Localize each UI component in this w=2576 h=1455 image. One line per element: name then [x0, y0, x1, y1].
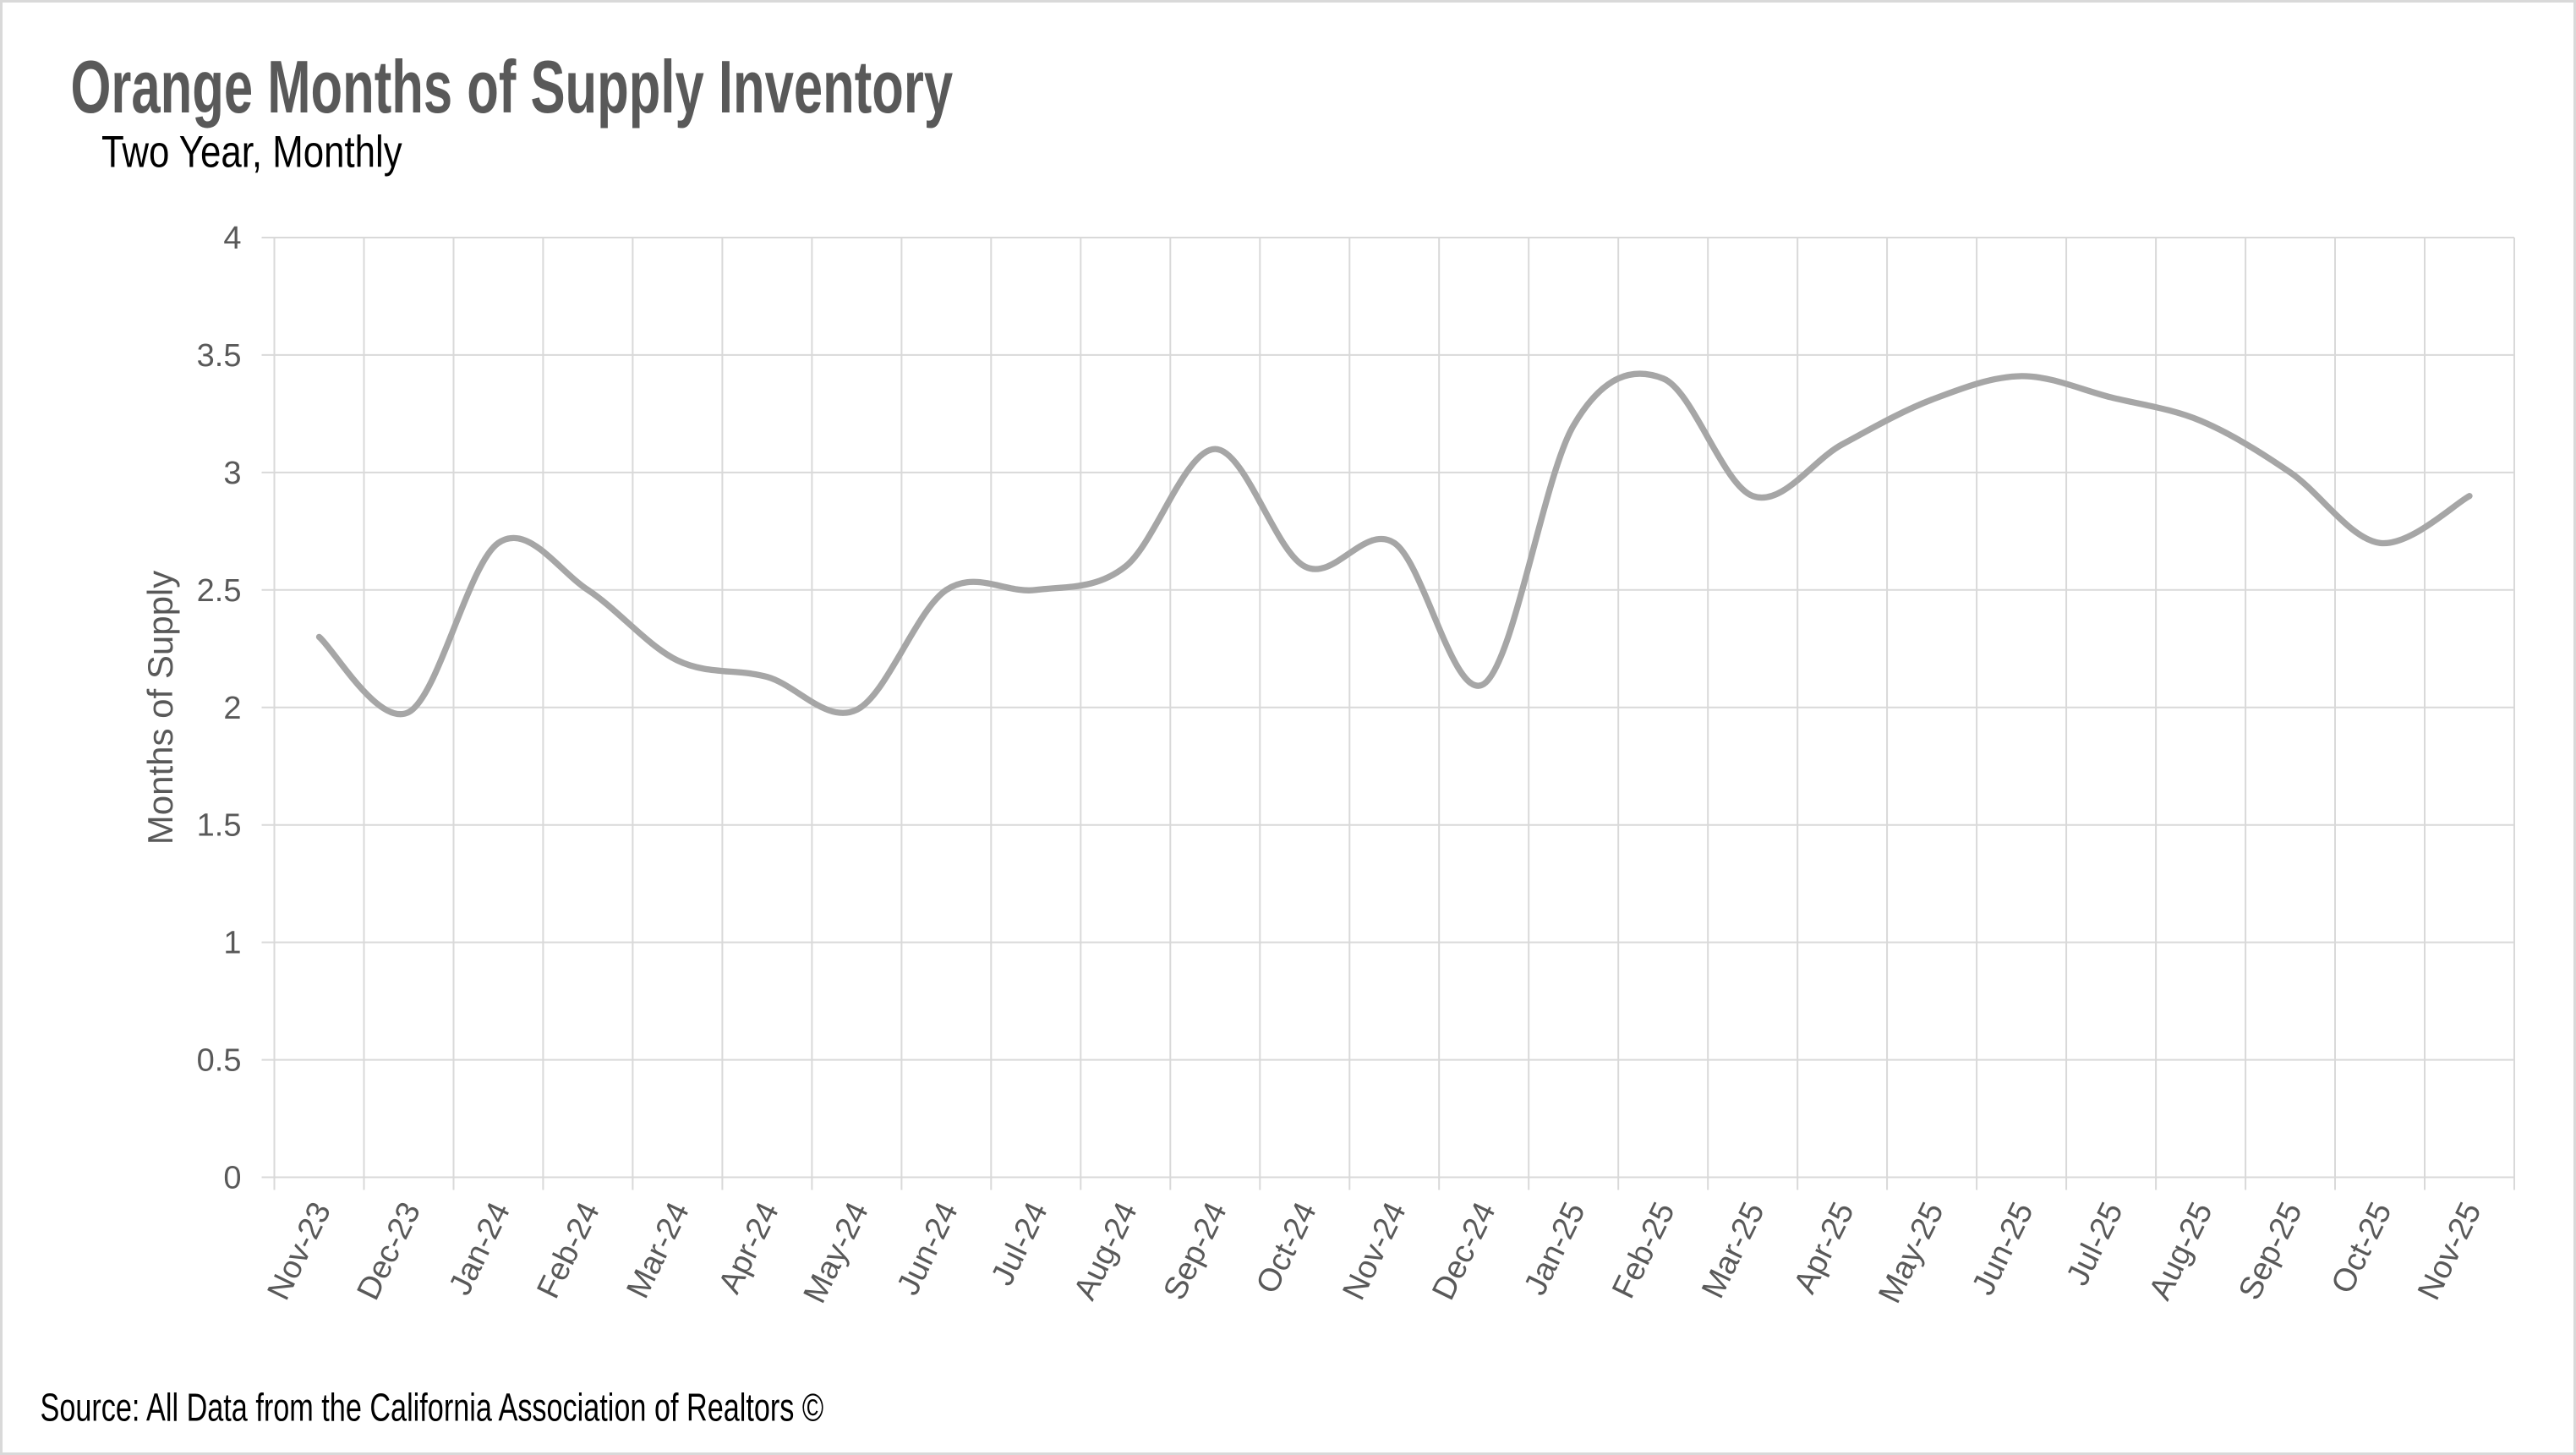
svg-text:Months of Supply: Months of Supply: [140, 571, 180, 845]
svg-text:Nov-23: Nov-23: [261, 1197, 338, 1306]
svg-text:3: 3: [223, 456, 241, 491]
svg-text:Nov-25: Nov-25: [2411, 1197, 2488, 1306]
svg-text:Jan-25: Jan-25: [1518, 1197, 1593, 1301]
svg-text:1: 1: [223, 926, 241, 961]
svg-text:Feb-24: Feb-24: [530, 1197, 607, 1305]
svg-text:Jul-25: Jul-25: [2060, 1197, 2130, 1291]
svg-text:Sep-25: Sep-25: [2232, 1197, 2309, 1306]
svg-text:Nov-24: Nov-24: [1336, 1197, 1413, 1306]
svg-text:2.5: 2.5: [197, 573, 242, 609]
svg-text:Oct-24: Oct-24: [1250, 1197, 1324, 1299]
svg-text:May-24: May-24: [797, 1197, 876, 1309]
svg-text:Mar-25: Mar-25: [1695, 1197, 1772, 1305]
svg-text:1.5: 1.5: [197, 808, 242, 844]
svg-text:Two Year, Monthly: Two Year, Monthly: [101, 127, 402, 177]
svg-text:Aug-25: Aug-25: [2142, 1197, 2219, 1306]
svg-text:2: 2: [223, 691, 241, 726]
svg-text:3.5: 3.5: [197, 338, 242, 374]
svg-text:Mar-24: Mar-24: [620, 1197, 697, 1305]
svg-text:Jun-25: Jun-25: [1966, 1197, 2041, 1301]
svg-text:0.5: 0.5: [197, 1043, 242, 1079]
svg-text:Sep-24: Sep-24: [1157, 1197, 1233, 1306]
svg-text:Apr-24: Apr-24: [712, 1197, 786, 1299]
svg-text:Aug-24: Aug-24: [1067, 1197, 1144, 1306]
svg-text:Feb-25: Feb-25: [1605, 1197, 1682, 1305]
svg-text:Dec-23: Dec-23: [351, 1197, 428, 1306]
svg-text:0: 0: [223, 1161, 241, 1196]
svg-text:Orange Months of Supply Invent: Orange Months of Supply Inventory: [71, 46, 954, 129]
svg-text:Apr-25: Apr-25: [1787, 1197, 1862, 1299]
svg-text:Oct-25: Oct-25: [2325, 1197, 2399, 1299]
svg-text:Source: All Data from the Cali: Source: All Data from the California Ass…: [41, 1385, 824, 1429]
svg-text:Dec-24: Dec-24: [1425, 1197, 1502, 1306]
svg-text:May-25: May-25: [1872, 1197, 1950, 1309]
svg-text:Jun-24: Jun-24: [890, 1197, 965, 1301]
svg-text:Jul-24: Jul-24: [985, 1197, 1055, 1291]
svg-text:4: 4: [223, 221, 241, 256]
svg-text:Jan-24: Jan-24: [442, 1197, 517, 1301]
